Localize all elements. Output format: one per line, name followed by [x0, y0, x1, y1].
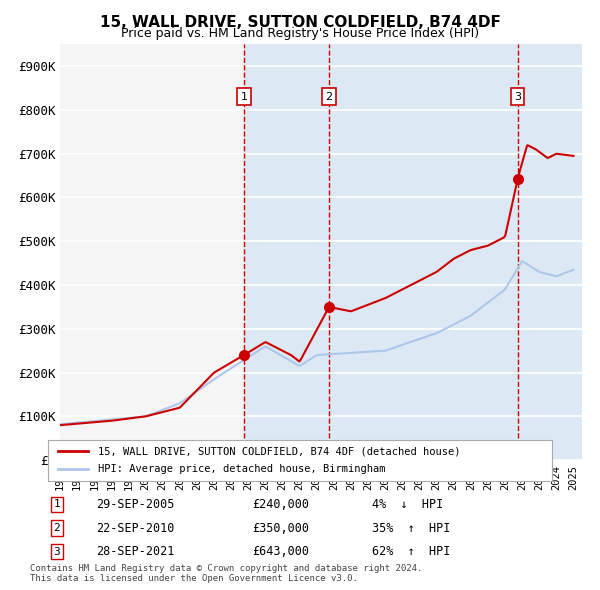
Line: 15, WALL DRIVE, SUTTON COLDFIELD, B74 4DF (detached house): 15, WALL DRIVE, SUTTON COLDFIELD, B74 4D… [60, 145, 574, 425]
Text: 2: 2 [53, 523, 61, 533]
HPI: Average price, detached house, Birmingham: (2.02e+03, 4.35e+05): Average price, detached house, Birmingha… [570, 266, 577, 273]
Line: HPI: Average price, detached house, Birmingham: HPI: Average price, detached house, Birm… [60, 261, 574, 424]
Text: 15, WALL DRIVE, SUTTON COLDFIELD, B74 4DF (detached house): 15, WALL DRIVE, SUTTON COLDFIELD, B74 4D… [98, 446, 461, 456]
HPI: Average price, detached house, Birmingham: (2e+03, 8.2e+04): Average price, detached house, Birmingha… [56, 421, 64, 428]
15, WALL DRIVE, SUTTON COLDFIELD, B74 4DF (detached house) [570, 152, 577, 159]
Text: 2: 2 [325, 92, 332, 102]
HPI: Average price, detached house, Birmingham: (2.02e+03, 2.85e+05): Average price, detached house, Birmingha… [427, 332, 434, 339]
15, WALL DRIVE, SUTTON COLDFIELD, B74 4DF (detached house) [118, 416, 125, 423]
15, WALL DRIVE, SUTTON COLDFIELD, B74 4DF (detached house) [56, 422, 64, 429]
Text: 29-SEP-2005: 29-SEP-2005 [96, 498, 175, 511]
HPI: Average price, detached house, Birmingham: (2.02e+03, 2.87e+05): Average price, detached house, Birmingha… [430, 331, 437, 338]
Text: 4%  ↓  HPI: 4% ↓ HPI [372, 498, 443, 511]
Text: 3: 3 [53, 547, 61, 556]
15, WALL DRIVE, SUTTON COLDFIELD, B74 4DF (detached house) [379, 296, 386, 303]
HPI: Average price, detached house, Birmingham: (2e+03, 9.5e+04): Average price, detached house, Birmingha… [118, 415, 125, 422]
Text: 22-SEP-2010: 22-SEP-2010 [96, 522, 175, 535]
15, WALL DRIVE, SUTTON COLDFIELD, B74 4DF (detached house) [427, 271, 434, 278]
Text: Price paid vs. HM Land Registry's House Price Index (HPI): Price paid vs. HM Land Registry's House … [121, 27, 479, 40]
HPI: Average price, detached house, Birmingham: (2.02e+03, 4.55e+05): Average price, detached house, Birmingha… [518, 258, 526, 265]
Text: £240,000: £240,000 [252, 498, 309, 511]
Text: 62%  ↑  HPI: 62% ↑ HPI [372, 545, 451, 558]
Text: 1: 1 [53, 500, 61, 509]
Text: £350,000: £350,000 [252, 522, 309, 535]
Bar [244, 44, 329, 460]
Bar [329, 44, 518, 460]
Text: Contains HM Land Registry data © Crown copyright and database right 2024.
This d: Contains HM Land Registry data © Crown c… [30, 563, 422, 583]
Text: 15, WALL DRIVE, SUTTON COLDFIELD, B74 4DF: 15, WALL DRIVE, SUTTON COLDFIELD, B74 4D… [100, 15, 500, 30]
15, WALL DRIVE, SUTTON COLDFIELD, B74 4DF (detached house) [224, 361, 231, 368]
HPI: Average price, detached house, Birmingham: (2.01e+03, 2.5e+05): Average price, detached house, Birmingha… [379, 348, 386, 355]
HPI: Average price, detached house, Birmingham: (2e+03, 2.04e+05): Average price, detached house, Birmingha… [224, 367, 231, 374]
Text: 1: 1 [241, 92, 247, 102]
Text: HPI: Average price, detached house, Birmingham: HPI: Average price, detached house, Birm… [98, 464, 386, 474]
15, WALL DRIVE, SUTTON COLDFIELD, B74 4DF (detached house) [260, 340, 267, 347]
HPI: Average price, detached house, Birmingham: (2.01e+03, 2.57e+05): Average price, detached house, Birmingha… [260, 344, 267, 351]
15, WALL DRIVE, SUTTON COLDFIELD, B74 4DF (detached house) [524, 142, 531, 149]
Text: £643,000: £643,000 [252, 545, 309, 558]
Text: 3: 3 [514, 92, 521, 102]
Bar [518, 44, 582, 460]
Text: 35%  ↑  HPI: 35% ↑ HPI [372, 522, 451, 535]
Text: 28-SEP-2021: 28-SEP-2021 [96, 545, 175, 558]
15, WALL DRIVE, SUTTON COLDFIELD, B74 4DF (detached house) [430, 270, 437, 277]
